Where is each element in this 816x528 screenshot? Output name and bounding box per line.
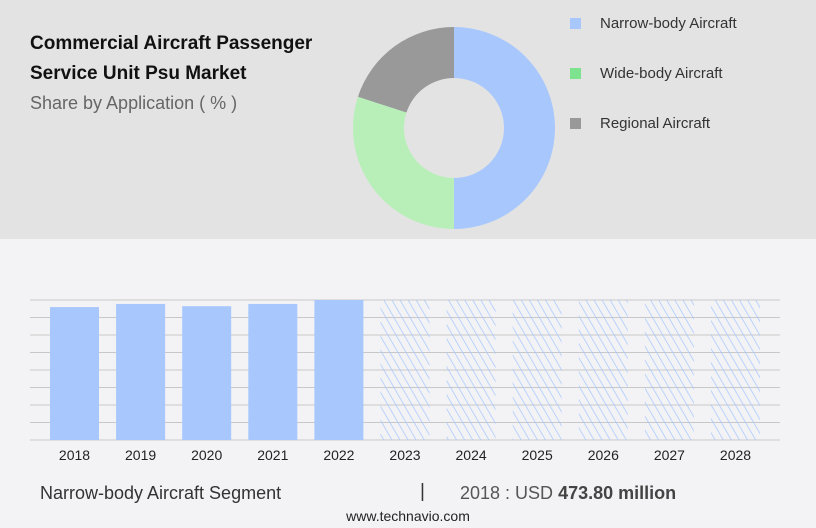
legend-item-wide: Wide-body Aircraft <box>570 65 723 82</box>
x-tick-label: 2027 <box>654 447 685 463</box>
x-tick-label: 2022 <box>323 447 354 463</box>
x-tick-label: 2021 <box>257 447 288 463</box>
x-tick-label: 2020 <box>191 447 222 463</box>
chart-title-line2: Service Unit Psu Market <box>30 63 247 84</box>
source-site: www.technavio.com <box>346 508 470 524</box>
legend-swatch <box>570 118 581 129</box>
legend-swatch <box>570 68 581 79</box>
bar-2018 <box>50 307 99 440</box>
x-tick-label: 2018 <box>59 447 90 463</box>
bar-2019 <box>116 303 166 440</box>
x-tick-label: 2028 <box>720 447 751 463</box>
segment-label: Narrow-body Aircraft Segment <box>40 483 282 503</box>
forecast-bar-2024 <box>446 300 496 440</box>
x-tick-label: 2019 <box>125 447 156 463</box>
donut-slice-regional-aircraft <box>357 27 454 113</box>
forecast-bar-2023 <box>380 300 430 440</box>
x-tick-label: 2023 <box>389 447 420 463</box>
x-tick-label: 2025 <box>522 447 553 463</box>
separator: | <box>420 481 425 502</box>
donut-slice-wide-body-aircraft <box>353 96 454 230</box>
forecast-bar-2027 <box>644 300 694 440</box>
segment-value: 2018 : USD 473.80 million <box>460 483 677 503</box>
forecast-bar-2025 <box>512 300 562 440</box>
donut-slice-narrow-body-aircraft <box>454 27 555 229</box>
chart-title-line1: Commercial Aircraft Passenger <box>30 33 313 54</box>
legend-item-narrow: Narrow-body Aircraft <box>570 15 737 32</box>
forecast-bar-2026 <box>578 300 628 440</box>
bar-2021 <box>248 303 298 440</box>
forecast-bar-2028 <box>711 300 760 440</box>
bar-2020 <box>182 306 232 440</box>
legend-swatch <box>570 18 581 29</box>
legend-item-regional: Regional Aircraft <box>570 115 710 132</box>
bar-2022 <box>314 300 364 440</box>
x-tick-label: 2024 <box>456 447 487 463</box>
chart-subtitle: Share by Application ( % ) <box>30 93 238 113</box>
x-tick-label: 2026 <box>588 447 619 463</box>
